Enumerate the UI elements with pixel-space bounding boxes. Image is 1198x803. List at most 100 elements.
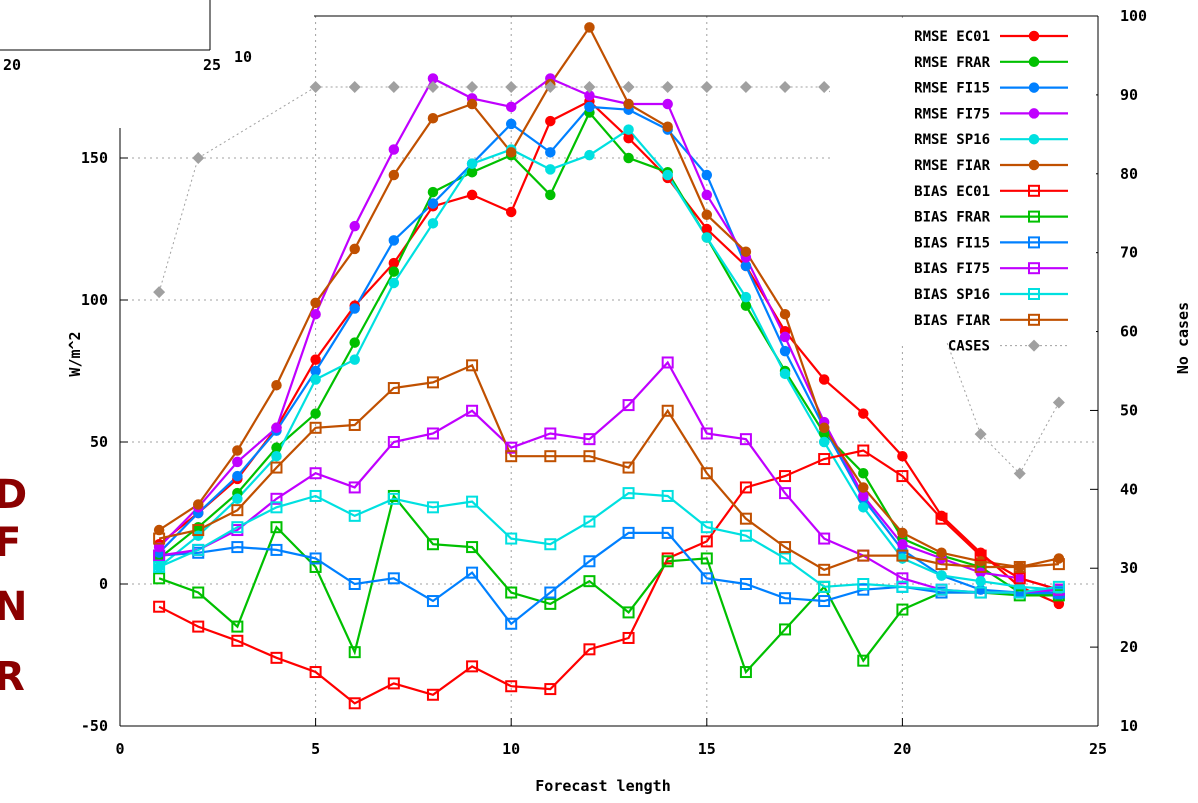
point-11-4 [309,421,322,434]
point-12-21 [974,428,987,441]
point-6-21 [974,549,987,562]
point-10-4 [309,489,322,502]
point-8-3 [270,543,283,556]
point-12-0 [153,286,166,299]
point-6-22 [1013,572,1026,585]
point-6-5 [348,697,361,710]
point-12-14 [700,81,713,93]
side-letter-4: R [0,654,25,700]
point-6-8 [466,660,479,673]
point-1-12 [623,152,634,164]
point-10-13 [661,489,674,502]
point-2-7 [427,198,439,209]
point-4-18 [858,502,869,513]
point-12-6 [387,81,400,93]
point-6-14 [700,535,713,548]
point-11-15 [739,512,752,525]
legend-marker-5 [1028,159,1040,171]
point-10-16 [779,552,792,565]
point-5-13 [662,121,673,133]
point-10-7 [426,501,439,514]
point-11-16 [779,541,792,554]
point-5-22 [1014,561,1026,573]
markers [153,22,1065,710]
series-line-9 [158,360,1059,594]
point-11-22 [1013,560,1026,573]
point-7-12 [622,606,635,619]
point-10-8 [466,495,479,508]
point-4-16 [779,368,791,380]
point-11-18 [857,549,870,562]
point-6-4 [309,666,322,679]
point-9-11 [583,433,596,446]
point-6-18 [857,444,870,457]
point-8-15 [739,578,752,590]
point-0-10 [545,115,556,127]
point-10-19 [896,580,909,593]
point-11-17 [818,563,831,576]
point-11-10 [544,450,557,463]
point-9-9 [505,441,518,454]
point-6-0 [153,600,166,613]
point-5-14 [701,209,713,221]
point-5-3 [271,379,282,391]
point-7-13 [661,555,674,568]
point-2-6 [388,235,400,246]
point-8-12 [622,526,635,539]
point-11-11 [583,450,596,463]
point-10-6 [387,492,400,505]
series-line-4 [158,128,1059,591]
point-8-16 [779,592,792,605]
point-8-13 [661,526,674,539]
point-0-14 [701,223,713,235]
point-10-15 [739,529,752,542]
point-6-11 [583,643,596,656]
point-7-16 [779,623,792,636]
series-line-1 [158,110,1059,597]
point-0-4 [310,354,321,365]
point-11-13 [661,404,674,417]
point-5-9 [505,147,517,158]
legend-marker-8 [1028,236,1040,249]
y2-tick-label-1: 20 [1120,638,1138,656]
point-12-4 [309,81,322,93]
point-8-17 [818,595,831,608]
point-12-23 [1052,396,1065,409]
legend-marker-4 [1028,133,1040,145]
point-6-6 [387,677,400,690]
point-6-15 [739,481,752,494]
y2-tick-label-4: 50 [1120,401,1138,419]
y2-axis-label: No cases [1174,302,1192,374]
point-0-9 [505,206,517,218]
x-tick-label-3: 15 [698,740,716,758]
point-11-14 [700,467,713,480]
point-0-18 [858,408,869,419]
point-1-8 [466,166,478,178]
point-10-5 [348,509,361,522]
legend: RMSE EC01 RMSE FRAR RMSE FI15 RMSE FI75 RMSE… [830,22,1096,355]
point-7-10 [544,597,557,610]
point-2-14 [701,169,713,181]
point-11-23 [1052,558,1065,571]
point-6-16 [779,470,792,483]
legend-marker-10 [1028,288,1040,300]
point-6-9 [505,680,518,693]
point-4-5 [349,354,360,365]
series-line-7 [158,493,1059,675]
point-5-19 [897,527,908,539]
legend-label-8: BIAS FI15 [914,235,990,251]
point-8-9 [505,617,518,630]
point-7-4 [309,560,322,573]
point-9-15 [739,433,752,446]
point-6-3 [270,651,283,664]
point-5-4 [310,297,321,309]
inset-plot-fragment: 20 25 10 [0,0,252,74]
point-1-18 [858,467,869,479]
point-7-0 [153,572,166,585]
legend-label-9: BIAS FI75 [914,261,990,277]
point-11-0 [153,532,166,545]
point-8-2 [231,541,244,554]
series-lines [158,25,1060,705]
point-10-12 [622,487,635,500]
